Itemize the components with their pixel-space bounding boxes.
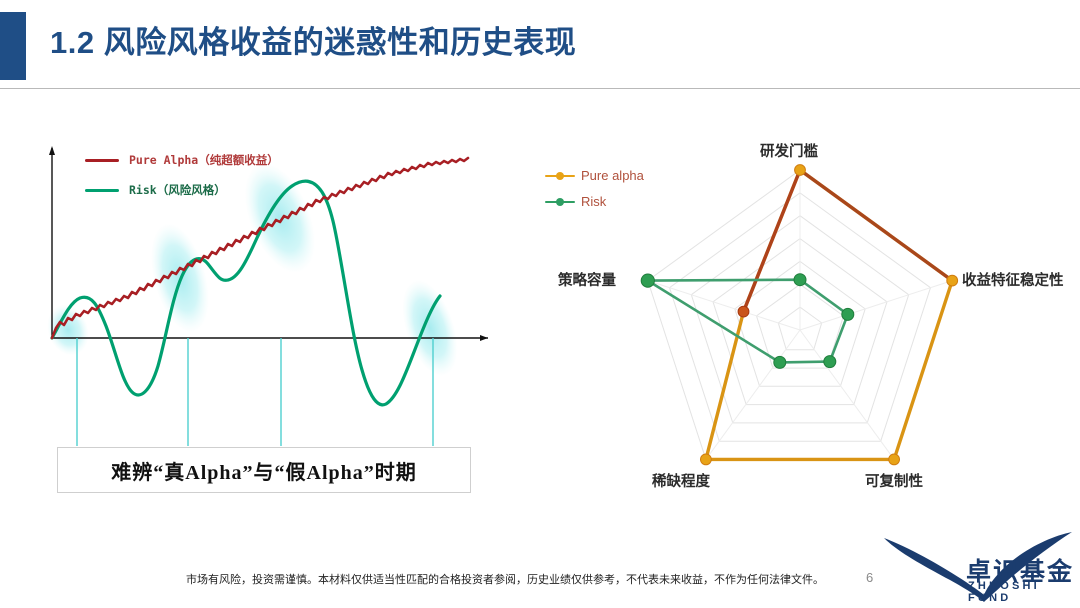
radar-legend-swatch-pure-alpha xyxy=(545,170,575,182)
legend-swatch-risk xyxy=(85,188,119,192)
radar-legend-swatch-risk xyxy=(545,196,575,208)
radar-axis-label-top: 研发门槛 xyxy=(760,144,818,160)
caption-text: 难辨“真Alpha”与“假Alpha”时期 xyxy=(111,461,417,484)
radar-axis-label-bottom-right: 可复制性 xyxy=(865,474,923,490)
radar-series-pure-alpha xyxy=(700,164,959,466)
line-chart-svg xyxy=(47,146,488,446)
radar-legend: Pure alpha Risk xyxy=(545,168,644,220)
page-title: 1.2 风险风格收益的迷惑性和历史表现 xyxy=(50,25,577,60)
period-markers xyxy=(76,338,434,446)
radar-axis-label-right: 收益特征稳定性 xyxy=(962,273,1064,289)
radar-legend-label-risk: Risk xyxy=(581,194,607,209)
radar-spokes xyxy=(647,170,953,460)
series-pure-alpha-line xyxy=(50,156,470,340)
radar-legend-item-pure-alpha: Pure alpha xyxy=(545,168,644,183)
radar-legend-label-pure-alpha: Pure alpha xyxy=(581,168,644,183)
logo-text-en: ZHUOSHI FUND xyxy=(968,580,1040,604)
chart-axes xyxy=(49,146,488,341)
legend-label-risk: Risk（风险风格） xyxy=(129,183,226,197)
crossing-highlights xyxy=(47,163,458,377)
radar-axis-label-left: 策略容量 xyxy=(558,273,616,289)
radar-legend-item-risk: Risk xyxy=(545,194,644,209)
caption-box: 难辨“真Alpha”与“假Alpha”时期 xyxy=(57,447,471,493)
logo-text-cn: 卓识基金 xyxy=(966,558,1075,586)
radar-series-risk xyxy=(640,273,855,369)
bird-logo-icon xyxy=(884,532,1072,602)
line-chart-panel: Pure Alpha（纯超额收益） Risk（风险风格） xyxy=(40,130,500,510)
company-logo: 卓识基金 ZHUOSHI FUND xyxy=(880,532,1076,604)
legend-label-pure-alpha: Pure Alpha（纯超额收益） xyxy=(129,153,279,167)
header-divider xyxy=(0,88,1080,89)
legend-item-pure-alpha: Pure Alpha（纯超额收益） xyxy=(85,152,279,168)
page-number: 6 xyxy=(866,570,874,585)
series-risk-line xyxy=(50,179,442,407)
line-chart-legend: Pure Alpha（纯超额收益） Risk（风险风格） xyxy=(85,152,279,212)
legend-item-risk: Risk（风险风格） xyxy=(85,182,279,198)
legend-swatch-pure-alpha xyxy=(85,158,119,162)
radar-chart-panel: Pure alpha Risk 研发门槛 收益特征稳定性 可复制性 稀缺程度 策… xyxy=(520,130,1064,520)
header-accent-bar xyxy=(0,12,26,80)
footer-disclaimer: 市场有风险，投资需谨慎。本材料仅供适当性匹配的合格投资者参阅，历史业绩仅供参考，… xyxy=(186,574,824,586)
radar-chart-svg xyxy=(640,164,959,466)
radar-axis-label-bottom-left: 稀缺程度 xyxy=(652,474,710,490)
